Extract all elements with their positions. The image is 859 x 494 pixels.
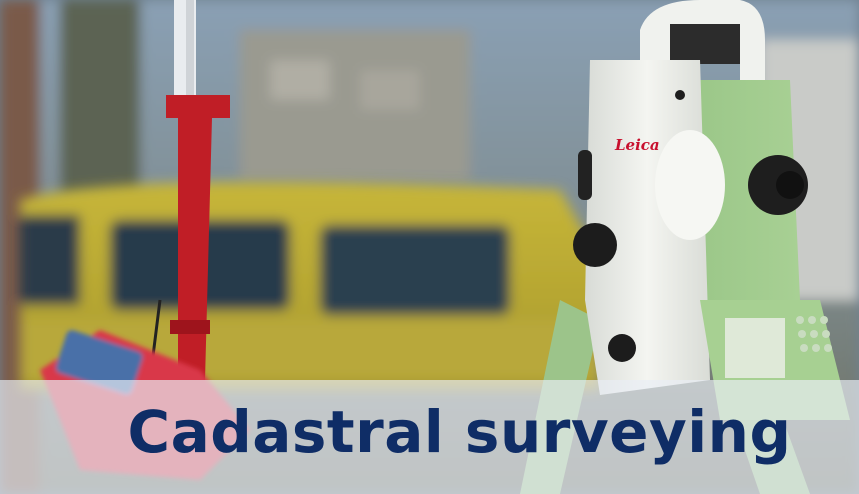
leica-logo: Leica bbox=[614, 136, 660, 154]
caption-band bbox=[0, 380, 859, 494]
caption-title: Cadastral surveying bbox=[127, 398, 792, 466]
survey-pole-image bbox=[148, 0, 230, 381]
